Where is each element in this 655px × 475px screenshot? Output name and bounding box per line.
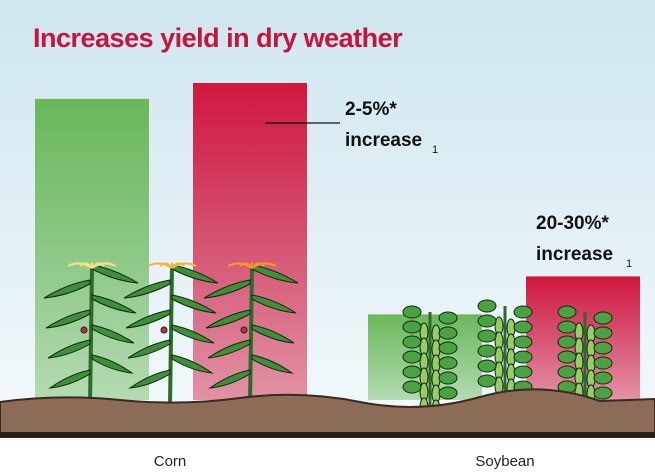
leaf: [557, 320, 577, 334]
soil: [0, 388, 655, 438]
leaf: [205, 309, 251, 329]
leaf: [438, 326, 458, 340]
leaf: [208, 369, 251, 389]
leaf: [477, 329, 497, 343]
tassel: [239, 262, 253, 269]
leaf: [477, 344, 497, 358]
x-tick-label: Corn: [154, 453, 187, 470]
leaf: [48, 369, 91, 389]
leaf: [557, 305, 577, 319]
stem: [168, 267, 174, 406]
leaf: [402, 335, 422, 349]
leaf: [251, 294, 297, 314]
leaf: [251, 354, 294, 374]
tassel: [79, 262, 93, 269]
tassel: [91, 262, 117, 269]
leaf: [593, 311, 613, 325]
tassel: [251, 262, 277, 269]
leaf: [593, 371, 613, 385]
tassel: [171, 262, 197, 269]
leaf: [171, 294, 217, 314]
soil-base: [0, 432, 655, 437]
leaf: [477, 374, 497, 388]
stem: [248, 267, 254, 406]
x-tick-label: Soybean: [475, 453, 534, 470]
leaf: [127, 339, 171, 359]
annotation-note: 1: [626, 258, 632, 270]
leaf: [402, 365, 422, 379]
leaf: [438, 356, 458, 370]
leaf: [438, 311, 458, 325]
leaf: [207, 339, 251, 359]
leaf: [438, 371, 458, 385]
leaf: [171, 264, 219, 284]
leaf: [125, 309, 171, 329]
leaf: [203, 279, 251, 299]
leaf: [47, 339, 91, 359]
leaf: [593, 326, 613, 340]
leaf: [477, 314, 497, 328]
leaf: [438, 341, 458, 355]
leaf: [402, 380, 422, 394]
leaf: [251, 324, 295, 344]
annotation-note: 1: [432, 144, 438, 156]
leaf: [402, 350, 422, 364]
leaf: [593, 356, 613, 370]
leaf: [557, 350, 577, 364]
leaf: [593, 341, 613, 355]
ear: [240, 326, 248, 334]
footer-bg: [0, 440, 655, 475]
stem: [88, 267, 94, 406]
leaf: [513, 365, 533, 379]
leaf: [402, 320, 422, 334]
ear: [160, 326, 168, 334]
leaf: [251, 264, 299, 284]
chart-title: Increases yield in dry weather: [33, 23, 403, 53]
annotation: increase: [536, 244, 613, 265]
leaf: [91, 264, 139, 284]
leaf: [123, 279, 171, 299]
leaf: [43, 279, 91, 299]
leaf: [513, 320, 533, 334]
leaf: [171, 324, 215, 344]
leaf: [477, 299, 497, 313]
leaf: [513, 335, 533, 349]
leaf: [438, 386, 458, 400]
leaf: [513, 350, 533, 364]
leaf: [128, 369, 171, 389]
annotation: 20-30%*: [536, 213, 609, 234]
leaf: [557, 335, 577, 349]
leaf: [91, 294, 137, 314]
leaf: [171, 354, 214, 374]
ear: [80, 326, 88, 334]
leaf: [91, 354, 134, 374]
leaf: [477, 359, 497, 373]
leaf: [593, 386, 613, 400]
leaf: [45, 309, 91, 329]
tassel: [159, 262, 173, 269]
leaf: [513, 305, 533, 319]
leaf: [91, 324, 135, 344]
leaf: [402, 305, 422, 319]
leaf: [557, 365, 577, 379]
annotation: 2-5%*: [345, 99, 397, 120]
annotation: increase: [345, 130, 422, 151]
